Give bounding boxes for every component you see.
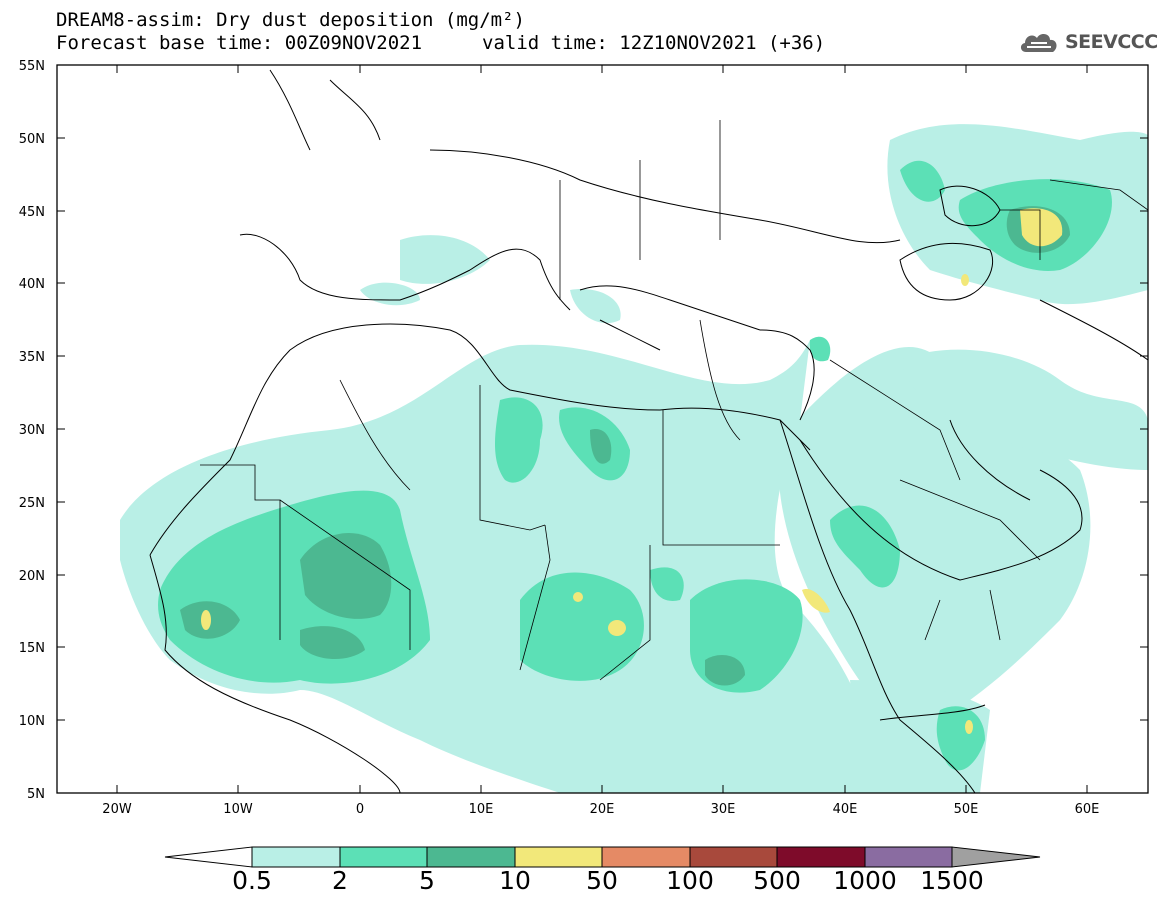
lon-label: 50E	[954, 802, 979, 817]
dust-level-5	[180, 206, 1070, 686]
colorbar-label: 1000	[833, 866, 897, 895]
longitude-axis: 20W 10W 0 10E 20E 30E 40E 50E 60E	[102, 65, 1099, 817]
valid-time: valid time: 12Z10NOV2021 (+36)	[482, 32, 826, 54]
colorbar-label: 5	[419, 866, 435, 895]
lon-label: 10E	[469, 802, 494, 817]
cloud-icon	[1020, 34, 1057, 52]
lon-label: 60E	[1075, 802, 1100, 817]
colorbar-box	[601, 846, 691, 868]
lat-label: 20N	[19, 569, 45, 584]
colorbar-box	[514, 846, 603, 868]
colorbar-label: 0.5	[232, 866, 272, 895]
colorbar-box	[251, 846, 341, 868]
lat-label: 25N	[19, 496, 45, 511]
map-subtitle: Forecast base time: 00Z09NOV2021 valid ti…	[56, 32, 825, 54]
colorbar-labels: 0.5 2 5 10 50 100 500 1000 1500	[0, 866, 1165, 896]
colorbar-box	[426, 846, 516, 868]
colorbar	[164, 846, 1041, 868]
seevccc-logo: SEEVCCC	[1017, 24, 1158, 60]
lat-label: 30N	[19, 423, 45, 438]
colorbar-label: 2	[332, 866, 348, 895]
lon-label: 20E	[590, 802, 615, 817]
dust-level-10	[201, 208, 1063, 734]
colorbar-label: 500	[753, 866, 801, 895]
lon-label: 40E	[833, 802, 858, 817]
lon-label: 20W	[102, 802, 132, 817]
colorbar-label: 100	[666, 866, 714, 895]
lon-label: 0	[356, 802, 364, 817]
coastlines	[149, 69, 1148, 793]
lat-label: 5N	[27, 787, 45, 802]
colorbar-label: 50	[586, 866, 618, 895]
colorbar-box	[689, 846, 778, 868]
latitude-axis: 55N 50N 45N 40N 35N 30N 25N 20N 15N 10N …	[19, 59, 1148, 802]
country-borders	[200, 120, 1148, 681]
logo-text: SEEVCCC	[1065, 31, 1158, 53]
lat-label: 10N	[19, 714, 45, 729]
colorbar-box	[776, 846, 866, 868]
lat-label: 35N	[19, 350, 45, 365]
colorbar-label: 1500	[920, 866, 984, 895]
colorbar-high-arrow	[951, 846, 1041, 868]
lat-label: 15N	[19, 641, 45, 656]
forecast-base-time: Forecast base time: 00Z09NOV2021	[56, 32, 423, 54]
colorbar-box	[864, 846, 953, 868]
lat-label: 55N	[19, 59, 45, 74]
colorbar-label: 10	[499, 866, 531, 895]
map-title: DREAM8-assim: Dry dust deposition (mg/m²…	[56, 9, 525, 31]
map-area	[120, 69, 1148, 793]
lat-label: 45N	[19, 205, 45, 220]
lon-label: 30E	[711, 802, 736, 817]
colorbar-low-arrow	[164, 846, 253, 868]
lat-label: 50N	[19, 132, 45, 147]
lat-label: 40N	[19, 277, 45, 292]
lon-label: 10W	[223, 802, 253, 817]
colorbar-box	[339, 846, 428, 868]
